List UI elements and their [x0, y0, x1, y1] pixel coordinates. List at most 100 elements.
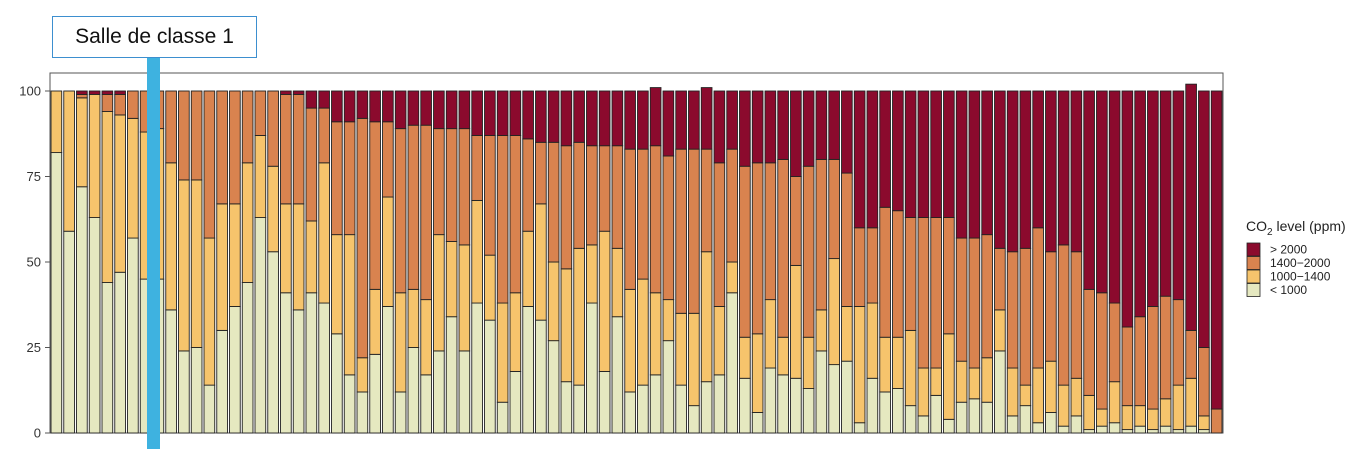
bar-segment — [280, 203, 292, 294]
bar-segment — [994, 247, 1006, 311]
bar-segment — [598, 90, 611, 147]
bar-segment — [509, 292, 522, 372]
bar-segment — [560, 268, 573, 383]
bar-segment — [841, 306, 853, 362]
bar-segment — [930, 367, 942, 396]
bar-segment — [1006, 251, 1019, 369]
bar-segment — [394, 128, 407, 294]
bar-segment — [1070, 415, 1083, 434]
bar-segment — [573, 384, 585, 434]
bar-segment — [1045, 412, 1057, 434]
bar-segment — [586, 145, 598, 246]
bar-segment — [624, 391, 636, 434]
bar-segment — [63, 230, 75, 434]
bar-segment — [394, 292, 407, 393]
bar-segment — [662, 90, 675, 157]
bar-segment — [1045, 90, 1057, 253]
bar-segment — [1172, 299, 1185, 386]
bar-segment — [369, 353, 381, 434]
bar-segment — [547, 261, 560, 342]
bar-segment — [50, 152, 63, 434]
bar-segment — [127, 117, 139, 239]
bar-segment — [522, 138, 534, 232]
bar-segment — [917, 367, 930, 417]
bar-segment — [841, 360, 853, 434]
bar-segment — [1185, 329, 1197, 379]
bar-segment — [382, 306, 394, 434]
bar-segment — [1032, 422, 1044, 434]
bar-segment — [114, 90, 126, 95]
bar-segment — [407, 347, 420, 434]
bar-segment — [624, 90, 636, 150]
bar-segment — [535, 319, 547, 434]
bar-segment — [484, 254, 496, 321]
bars-group — [50, 83, 1223, 434]
bar-segment — [739, 336, 751, 379]
bar-segment — [547, 141, 560, 263]
bar-segment — [267, 251, 279, 434]
bar-segment — [611, 90, 624, 147]
bar-segment — [892, 388, 904, 434]
bar-segment — [267, 90, 279, 167]
bar-segment — [445, 128, 458, 242]
bar-segment — [50, 90, 63, 154]
bar-segment — [726, 261, 738, 294]
bar-segment — [700, 148, 713, 253]
y-tick-label: 25 — [27, 340, 41, 355]
bar-segment — [637, 90, 649, 150]
bar-segment — [815, 350, 828, 434]
bar-segment — [649, 87, 662, 147]
bar-segment — [292, 90, 305, 95]
bar-segment — [802, 336, 815, 389]
bar-segment — [802, 90, 815, 167]
bar-segment — [1096, 425, 1108, 434]
bar-segment — [560, 381, 573, 434]
bar-segment — [892, 90, 904, 212]
bar-segment — [751, 412, 764, 434]
bar-segment — [318, 302, 330, 434]
bar-segment — [866, 90, 879, 229]
bar-segment — [1108, 302, 1121, 383]
bar-segment — [254, 217, 267, 434]
bar-segment — [1083, 288, 1095, 396]
bar-segment — [496, 401, 509, 434]
bar-segment — [981, 357, 993, 403]
bar-segment — [713, 306, 726, 376]
bar-segment — [981, 401, 993, 434]
bar-segment — [713, 374, 726, 434]
bar-segment — [968, 90, 981, 239]
bar-segment — [254, 90, 267, 136]
y-tick-label: 100 — [19, 84, 41, 99]
bar-segment — [471, 302, 483, 434]
bar-segment — [751, 162, 764, 335]
bar-segment — [76, 186, 88, 434]
bar-segment — [509, 135, 522, 294]
bar-segment — [713, 162, 726, 307]
bar-segment — [649, 145, 662, 294]
legend-swatch — [1246, 269, 1261, 284]
bar-segment — [1083, 394, 1095, 431]
bar-segment — [815, 309, 828, 352]
bar-segment — [904, 329, 917, 407]
bar-segment — [688, 148, 700, 314]
bar-segment — [917, 90, 930, 218]
bar-segment — [955, 360, 968, 403]
bar-segment — [509, 370, 522, 434]
bar-segment — [343, 121, 356, 236]
bar-segment — [1057, 244, 1070, 386]
y-tick-label: 75 — [27, 169, 41, 184]
bar-segment — [433, 350, 445, 434]
legend-swatch — [1246, 283, 1261, 297]
bar-segment — [1019, 384, 1032, 407]
bar-segment — [917, 415, 930, 434]
bar-segment — [127, 90, 139, 119]
bar-segment — [535, 141, 547, 205]
bar-segment — [292, 203, 305, 311]
bar-segment — [1185, 377, 1197, 427]
bar-segment — [203, 384, 216, 434]
bar-segment — [611, 145, 624, 249]
bar-segment — [917, 217, 930, 369]
bar-segment — [675, 384, 687, 434]
bar-segment — [930, 217, 942, 369]
y-tick-label: 50 — [27, 255, 41, 270]
